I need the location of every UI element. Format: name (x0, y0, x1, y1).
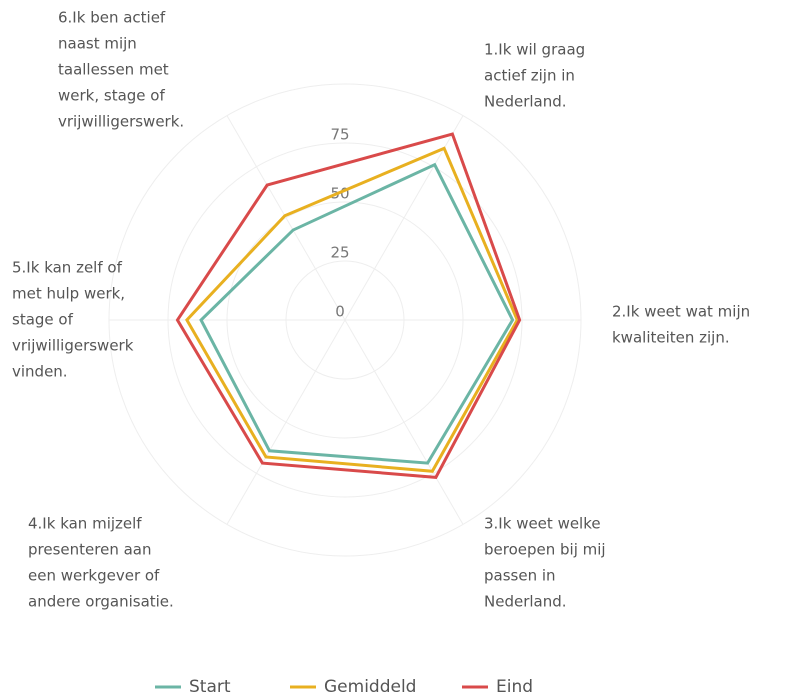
category-label: een werkgever of (28, 567, 160, 585)
category-label: Nederland. (484, 93, 567, 111)
spoke (344, 319, 464, 525)
category-label: 6.Ik ben actief (58, 9, 166, 27)
category-label: 3.Ik weet welke (484, 515, 601, 533)
category-label: vrijwilligerswerk (12, 337, 134, 355)
category-label: stage of (12, 311, 74, 329)
category-label: taallessen met (58, 61, 169, 79)
series-line (185, 146, 519, 473)
r-tick-label: 25 (330, 244, 349, 262)
r-tick-label: 75 (330, 126, 349, 144)
category-label: 2.Ik weet wat mijn (612, 303, 750, 321)
series-line (199, 162, 515, 465)
category-label: met hulp werk, (12, 285, 125, 303)
category-label: 5.Ik kan zelf of (12, 259, 123, 277)
series-line (175, 132, 522, 479)
category-label: kwaliteiten zijn. (612, 329, 730, 347)
category-label: 4.Ik kan mijzelf (28, 515, 142, 533)
category-label: actief zijn in (484, 67, 575, 85)
spoke (226, 319, 346, 525)
category-label: vrijwilligerswerk. (58, 113, 184, 131)
legend-label: Eind (496, 677, 533, 697)
r-tick-label: 0 (335, 303, 345, 321)
category-label: vinden. (12, 363, 68, 381)
spoke (226, 115, 346, 321)
legend-label: Gemiddeld (324, 677, 416, 697)
category-label: andere organisatie. (28, 593, 174, 611)
category-label: naast mijn (58, 35, 137, 53)
legend-label: Start (189, 677, 231, 697)
category-label: 1.Ik wil graag (484, 41, 585, 59)
category-label: werk, stage of (58, 87, 165, 105)
category-label: beroepen bij mij (484, 541, 606, 559)
category-label: passen in (484, 567, 556, 585)
category-label: Nederland. (484, 593, 567, 611)
category-label: presenteren aan (28, 541, 151, 559)
